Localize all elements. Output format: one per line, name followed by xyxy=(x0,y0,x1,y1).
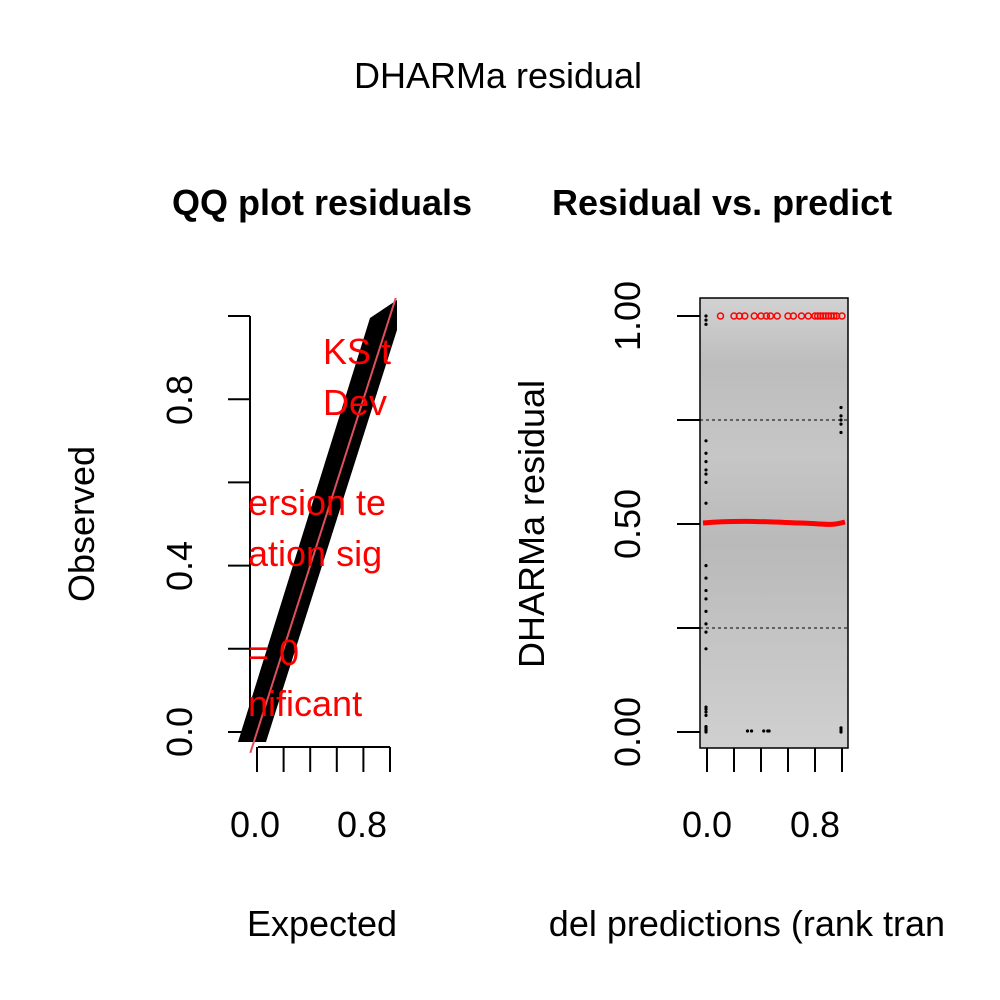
residual-point xyxy=(704,724,708,729)
qq-y-ticks xyxy=(228,315,250,733)
residual-point xyxy=(745,729,750,733)
residual-point xyxy=(839,422,843,426)
residual-points xyxy=(704,314,843,734)
qq-y-tick-label-0: 0.0 xyxy=(159,707,200,757)
residual-x-tick-label-0: 0.0 xyxy=(682,804,732,845)
residual-point xyxy=(704,480,708,484)
residual-outlier-point xyxy=(789,312,798,320)
qq-panel: QQ plot residuals 0.0 0.8 0.0 0.4 0.8 Ex… xyxy=(61,182,472,944)
residual-point xyxy=(704,318,708,322)
residual-median-line xyxy=(702,518,846,527)
residual-x-tick-label-1: 0.8 xyxy=(790,804,840,845)
residual-outlier-point xyxy=(762,312,771,320)
residual-panel: Residual vs. predict 0.00 0.50 1.00 0.0 … xyxy=(511,182,945,944)
residual-point xyxy=(749,729,754,733)
residual-point xyxy=(704,576,708,580)
residual-y-tick-label-1: 0.50 xyxy=(607,489,648,559)
residual-point xyxy=(704,647,708,651)
qq-x-tick-label-0: 0.0 xyxy=(230,804,280,845)
residual-point xyxy=(704,630,708,634)
qq-x-ticks xyxy=(256,747,391,772)
qq-x-axis-label: Expected xyxy=(247,903,397,944)
residual-x-axis-label: del predictions (rank tran xyxy=(549,903,945,944)
residual-point xyxy=(704,472,708,476)
residual-point xyxy=(839,726,843,730)
residual-x-ticks xyxy=(706,748,843,772)
residual-point xyxy=(704,710,708,714)
residual-y-tick-label-2: 1.00 xyxy=(607,281,648,351)
residual-point xyxy=(704,705,708,709)
qq-annotation-outlier-p: = 0 xyxy=(248,632,299,673)
residual-point xyxy=(704,468,708,472)
qq-annotation-significant: nificant xyxy=(248,683,362,724)
residual-point xyxy=(704,564,708,568)
residual-outlier-point xyxy=(830,312,838,320)
residual-point xyxy=(839,418,843,422)
residual-outlier-point xyxy=(773,312,781,320)
residual-point xyxy=(704,588,708,593)
residual-point xyxy=(704,597,708,601)
qq-points-band xyxy=(238,300,397,742)
qq-plot-title: QQ plot residuals xyxy=(172,182,472,223)
qq-annotation-deviation: Dev xyxy=(323,382,387,423)
residual-point xyxy=(762,729,766,733)
residual-point xyxy=(704,322,708,326)
residual-point xyxy=(839,430,843,435)
residual-point xyxy=(704,609,708,613)
residual-point xyxy=(704,314,708,318)
qq-annotation-deviation-sig: ation sig xyxy=(248,533,382,574)
residual-point xyxy=(704,501,708,505)
qq-y-tick-label-1: 0.4 xyxy=(159,541,200,591)
qq-reference-line xyxy=(249,298,397,754)
residual-outlier-point xyxy=(838,312,846,320)
residual-point xyxy=(704,460,708,464)
residual-outlier-point xyxy=(716,312,725,320)
residual-point xyxy=(839,414,843,418)
residual-point xyxy=(704,451,708,455)
residual-y-axis-label: DHARMa residual xyxy=(511,380,552,668)
residual-plot-title: Residual vs. predict xyxy=(552,182,892,223)
residual-point xyxy=(704,622,708,626)
residual-point xyxy=(839,405,843,410)
residual-outlier-point xyxy=(741,312,749,320)
residual-point xyxy=(704,439,708,443)
residual-quantile-lines xyxy=(700,419,848,629)
residual-y-ticks xyxy=(677,315,700,733)
qq-annotation-ks: KS t xyxy=(323,331,391,372)
residual-y-tick-label-0: 0.00 xyxy=(607,697,648,767)
qq-annotation-dispersion: ersion te xyxy=(248,482,386,523)
residual-point xyxy=(704,713,708,717)
residual-point xyxy=(767,729,771,733)
qq-y-tick-label-2: 0.8 xyxy=(159,375,200,425)
qq-x-tick-label-1: 0.8 xyxy=(337,804,387,845)
residual-outliers xyxy=(716,312,846,320)
qq-y-axis-label: Observed xyxy=(61,446,102,602)
figure-title: DHARMa residual xyxy=(354,55,642,96)
